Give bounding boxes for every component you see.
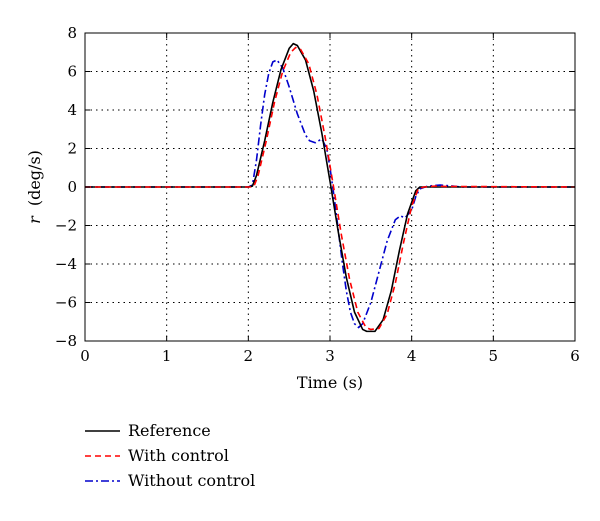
y-axis-label: r (deg/s) (25, 150, 44, 224)
legend: Reference With control Without control (85, 421, 255, 490)
x-tick-label: 2 (244, 347, 254, 365)
y-tick-label: 4 (67, 101, 77, 119)
series-line-with-control (85, 46, 576, 331)
x-tick-label: 3 (325, 347, 335, 365)
series-line-reference (85, 42, 575, 333)
x-tick-label: 0 (80, 347, 90, 365)
x-tick-label: 4 (407, 347, 417, 365)
axis-ticks (84, 32, 576, 342)
y-tick-label: −4 (55, 255, 77, 273)
y-tick-label: −2 (55, 217, 77, 235)
x-tick-label: 5 (489, 347, 499, 365)
x-tick-label: 1 (162, 347, 172, 365)
y-axis-unit: (deg/s) (25, 150, 44, 206)
legend-label: Without control (128, 471, 255, 490)
y-tick-label: 6 (67, 63, 77, 81)
y-tick-label: −8 (55, 332, 77, 350)
y-tick-label: 8 (67, 24, 77, 42)
legend-label: With control (128, 446, 229, 465)
x-axis-label: Time (s) (297, 373, 363, 392)
x-tick-label: 6 (570, 347, 580, 365)
series-lines (85, 42, 576, 333)
x-tick-labels: 0 1 2 3 4 5 6 (80, 347, 580, 365)
y-tick-labels: 8 6 4 2 0 −2 −4 −6 −8 (55, 24, 77, 350)
y-tick-label: 2 (67, 140, 77, 158)
y-tick-label: 0 (67, 178, 77, 196)
y-tick-label: −6 (55, 294, 77, 312)
legend-label: Reference (128, 421, 211, 440)
y-axis-symbol: r (25, 215, 44, 224)
